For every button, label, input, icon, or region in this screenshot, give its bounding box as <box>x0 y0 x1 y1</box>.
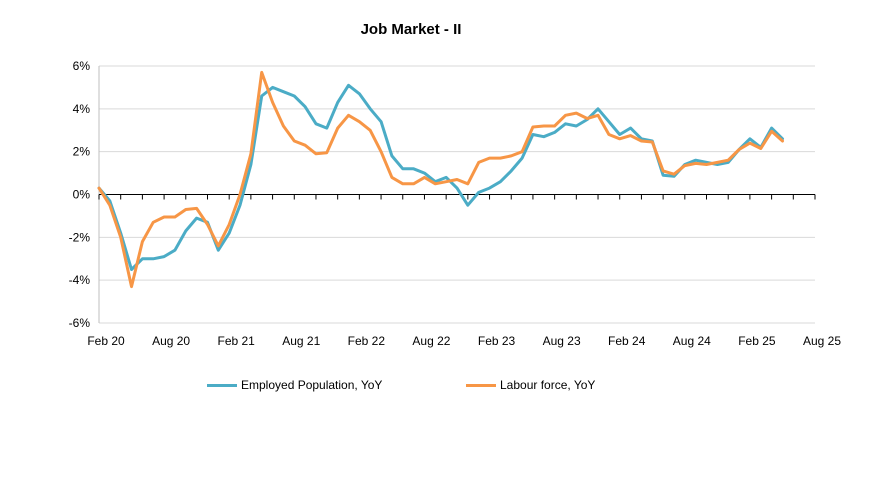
legend-label-employed: Employed Population, YoY <box>241 378 383 392</box>
y-tick-label: -6% <box>69 316 91 330</box>
legend-item-labour-force: Labour force, YoY <box>466 378 595 392</box>
y-tick-label: -2% <box>69 230 91 244</box>
legend-swatch-labour-force <box>466 384 496 388</box>
x-tick-label: Aug 24 <box>673 334 711 348</box>
y-tick-label: 4% <box>73 102 91 116</box>
x-tick-label: Feb 23 <box>478 334 516 348</box>
x-tick-label: Aug 20 <box>152 334 190 348</box>
legend-item-employed: Employed Population, YoY <box>207 378 382 392</box>
x-tick-label: Aug 22 <box>412 334 450 348</box>
legend-label-labour-force: Labour force, YoY <box>500 378 596 392</box>
x-tick-label: Feb 25 <box>738 334 776 348</box>
series-line-0 <box>97 83 784 271</box>
x-tick-label: Feb 22 <box>348 334 386 348</box>
y-tick-label: 0% <box>73 188 91 202</box>
x-tick-label: Feb 21 <box>218 334 256 348</box>
x-tick-label: Feb 20 <box>87 334 125 348</box>
x-tick-label: Aug 21 <box>282 334 320 348</box>
series-line-1 <box>97 70 784 289</box>
y-tick-label: 2% <box>73 145 91 159</box>
legend-swatch-employed <box>207 384 237 388</box>
x-tick-label: Aug 25 <box>803 334 841 348</box>
y-tick-label: -4% <box>69 273 91 287</box>
y-tick-label: 6% <box>73 59 91 73</box>
x-tick-label: Feb 24 <box>608 334 646 348</box>
chart-title: Job Market - II <box>360 21 462 38</box>
x-tick-label: Aug 23 <box>543 334 581 348</box>
